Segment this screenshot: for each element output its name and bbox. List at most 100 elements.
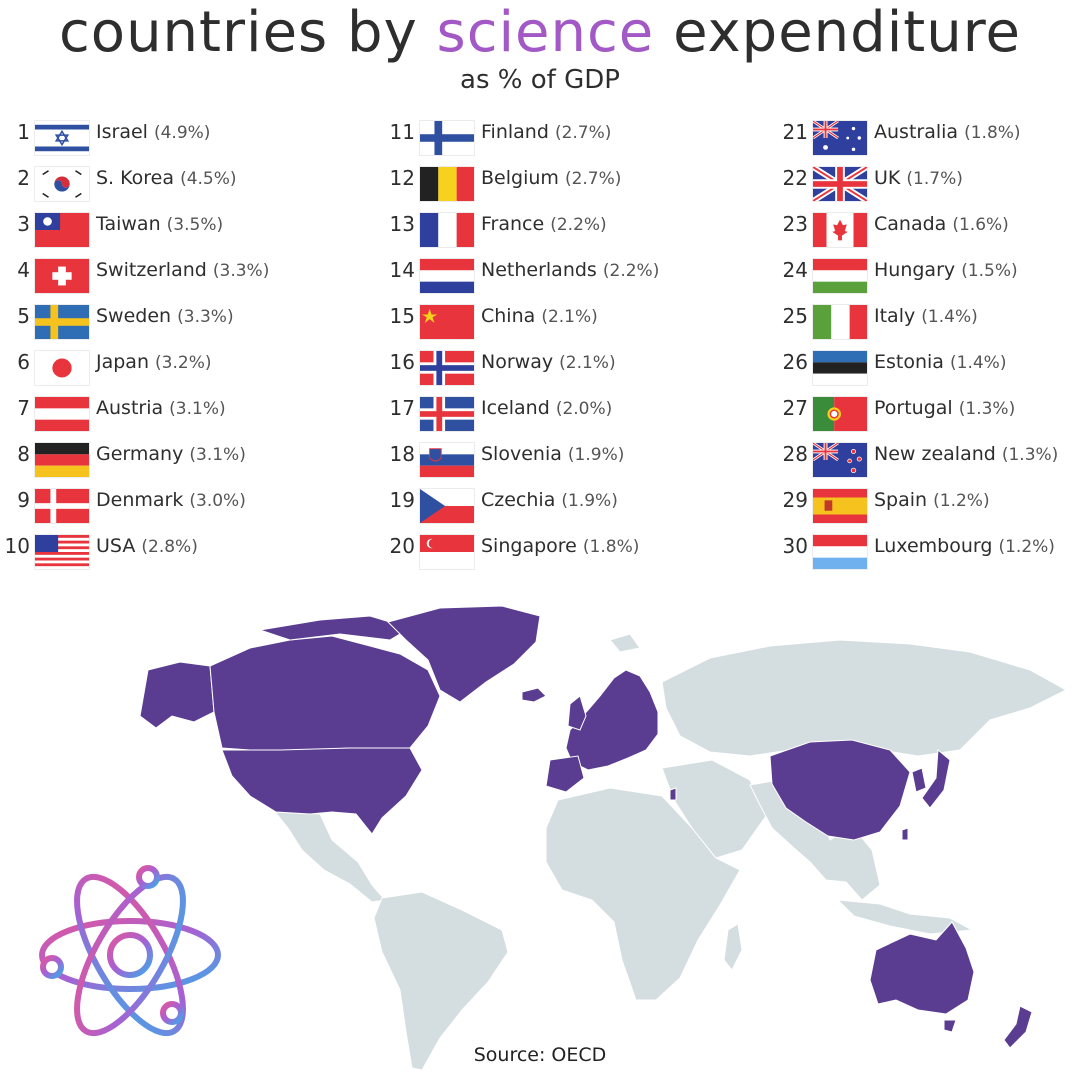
rank-number: 19 (389, 488, 415, 512)
country-name: Hungary (874, 259, 956, 281)
country-name: Netherlands (481, 259, 597, 281)
country-row: 21 Australia (1.8%) (778, 112, 1080, 158)
hungary-flag-icon (812, 258, 868, 294)
rank-number: 18 (389, 442, 415, 466)
country-percent: (1.2%) (998, 537, 1055, 557)
country-label: France (2.2%) (481, 213, 607, 235)
country-row: 25 Italy (1.4%) (778, 296, 1080, 342)
country-label: Denmark (3.0%) (96, 489, 246, 511)
country-name: Japan (96, 351, 149, 373)
country-row: 19 Czechia (1.9%) (385, 480, 725, 526)
atom-icon (30, 855, 230, 1055)
country-percent: (1.3%) (1001, 445, 1059, 465)
switzerland-flag-icon (34, 258, 90, 294)
country-percent: (1.9%) (567, 445, 625, 465)
title-part-1: countries by (59, 0, 418, 65)
tasmania-shape (943, 1019, 957, 1033)
taiwan-flag-icon (34, 212, 90, 248)
country-name: Denmark (96, 489, 184, 511)
country-label: Italy (1.4%) (874, 305, 978, 327)
country-row: 22 UK (1.7%) (778, 158, 1080, 204)
country-row: 15 China (2.1%) (385, 296, 725, 342)
rank-number: 9 (17, 488, 30, 512)
ranking-column-2: 11 Finland (2.7%) 12 Belgium (2.7%) 13 France… (385, 112, 725, 572)
country-row: 10 USA (2.8%) (0, 526, 340, 572)
country-name: Italy (874, 305, 916, 327)
iceland-flag-icon (419, 396, 475, 432)
portugal-flag-icon (812, 396, 868, 432)
country-name: Canada (874, 213, 947, 235)
country-label: New zealand (1.3%) (874, 443, 1058, 465)
denmark-flag-icon (34, 488, 90, 524)
middle-east-shape (661, 759, 767, 859)
country-name: France (481, 213, 545, 235)
rank-number: 17 (389, 396, 415, 420)
country-row: 8 Germany (3.1%) (0, 434, 340, 480)
uk-flag-icon (812, 166, 868, 202)
slovenia-flag-icon (419, 442, 475, 478)
country-name: Singapore (481, 535, 577, 557)
country-name: Taiwan (96, 213, 161, 235)
source-note: Source: OECD (473, 1044, 607, 1066)
country-row: 11 Finland (2.7%) (385, 112, 725, 158)
rank-number: 1 (17, 120, 30, 144)
rank-number: 2 (17, 166, 30, 190)
country-percent: (3.5%) (166, 215, 224, 235)
sweden-flag-icon (34, 304, 90, 340)
iberia-shape (545, 755, 585, 793)
country-percent: (1.6%) (952, 215, 1009, 235)
country-percent: (2.7%) (554, 123, 612, 143)
country-row: 14 Netherlands (2.2%) (385, 250, 725, 296)
country-name: Norway (481, 351, 554, 373)
country-label: Portugal (1.3%) (874, 397, 1015, 419)
country-row: 27 Portugal (1.3%) (778, 388, 1080, 434)
czechia-flag-icon (419, 488, 475, 524)
country-percent: (3.1%) (169, 399, 226, 419)
country-name: Spain (874, 489, 928, 511)
luxembourg-flag-icon (812, 534, 868, 570)
mexico-shape (273, 811, 386, 903)
country-percent: (3.2%) (155, 353, 212, 373)
country-row: 7 Austria (3.1%) (0, 388, 340, 434)
country-label: Austria (3.1%) (96, 397, 226, 419)
country-name: Israel (96, 121, 148, 143)
country-label: China (2.1%) (481, 305, 598, 327)
italy-flag-icon (812, 304, 868, 340)
rank-number: 28 (782, 442, 808, 466)
country-name: Austria (96, 397, 164, 419)
japan-shape (921, 748, 951, 809)
country-percent: (3.3%) (212, 261, 270, 281)
country-percent: (1.2%) (933, 491, 990, 511)
austria-flag-icon (34, 396, 90, 432)
country-percent: (3.0%) (189, 491, 246, 511)
country-name: Finland (481, 121, 549, 143)
page-subtitle: as % of GDP (460, 65, 620, 95)
rank-number: 11 (389, 120, 415, 144)
country-percent: (1.4%) (950, 353, 1007, 373)
madagascar-shape (723, 923, 743, 971)
rank-number: 6 (17, 350, 30, 374)
rank-number: 25 (782, 304, 808, 328)
canada-shape (209, 635, 441, 751)
rank-number: 4 (17, 258, 30, 282)
spain-flag-icon (812, 488, 868, 524)
indonesia-shape (836, 899, 974, 935)
korea-flag-icon (34, 166, 90, 202)
rank-number: 20 (389, 534, 415, 558)
country-label: Norway (2.1%) (481, 351, 616, 373)
rank-number: 13 (389, 212, 415, 236)
country-percent: (1.8%) (582, 537, 640, 557)
country-row: 26 Estonia (1.4%) (778, 342, 1080, 388)
country-row: 4 Switzerland (3.3%) (0, 250, 340, 296)
country-row: 30 Luxembourg (1.2%) (778, 526, 1080, 572)
rank-number: 27 (782, 396, 808, 420)
country-row: 1 Israel (4.9%) (0, 112, 340, 158)
ranking-column-1: 1 Israel (4.9%) 2 S. Korea (4.5%) 3 Taiwan (3… (0, 112, 340, 572)
netherlands-flag-icon (419, 258, 475, 294)
country-percent: (2.2%) (550, 215, 607, 235)
country-name: Portugal (874, 397, 953, 419)
country-percent: (2.8%) (141, 537, 198, 557)
japan-flag-icon (34, 350, 90, 386)
usa-flag-icon (34, 534, 90, 570)
country-row: 3 Taiwan (3.5%) (0, 204, 340, 250)
